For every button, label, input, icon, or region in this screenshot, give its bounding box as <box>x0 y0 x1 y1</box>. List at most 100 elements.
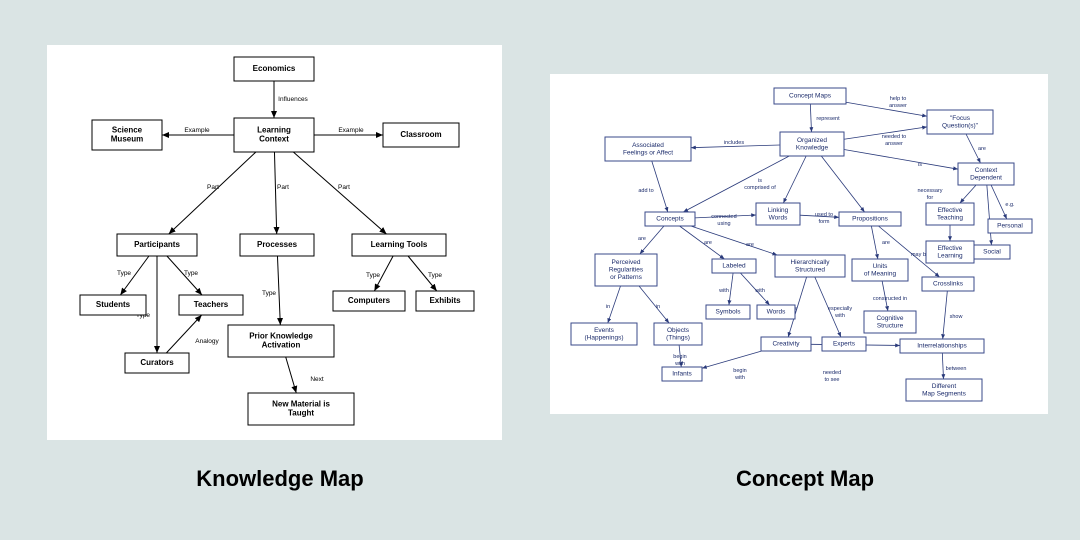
node-learningcontext: LearningContext <box>234 118 314 152</box>
concept-map-caption: Concept Map <box>720 466 890 492</box>
svg-text:Effective: Effective <box>938 245 963 252</box>
node-associatedfeelings: AssociatedFeelings or Affect <box>605 137 691 161</box>
node-computers: Computers <box>333 291 405 311</box>
svg-text:Different: Different <box>932 383 957 390</box>
node-crosslinks: Crosslinks <box>922 277 974 291</box>
svg-text:Participants: Participants <box>134 240 180 249</box>
edge-label: used to <box>815 212 833 218</box>
edge-creativity-infants <box>702 351 762 368</box>
svg-text:Computers: Computers <box>348 296 391 305</box>
edge-conceptmaps-focusquestion <box>846 102 927 116</box>
svg-text:Teachers: Teachers <box>194 300 229 309</box>
edge-processes-priorknowledge <box>277 256 280 325</box>
node-exhibits: Exhibits <box>416 291 474 311</box>
node-effectivelearning: EffectiveLearning <box>926 241 974 263</box>
edge-organizedknowledge-propositions <box>821 156 864 212</box>
edge-contextdependent-personal <box>991 185 1007 219</box>
edge-label: needed <box>823 370 841 376</box>
edge-label: Example <box>338 127 364 134</box>
edge-organizedknowledge-contextdependent <box>844 150 958 170</box>
edge-label: in <box>656 304 660 310</box>
svg-text:Personal: Personal <box>997 223 1023 230</box>
svg-text:Words: Words <box>769 214 788 221</box>
node-contextdependent: ContextDependent <box>958 163 1014 185</box>
node-processes: Processes <box>240 234 314 256</box>
edge-label: answer <box>889 103 907 109</box>
edge-label: with <box>754 288 765 294</box>
edge-label: Part <box>277 184 289 191</box>
edge-label: show <box>950 314 963 320</box>
svg-text:Classroom: Classroom <box>400 130 441 139</box>
node-organizedknowledge: OrganizedKnowledge <box>780 132 844 156</box>
edge-label: with <box>734 375 745 381</box>
node-cognitivestructure: CognitiveStructure <box>864 311 916 333</box>
node-personal: Personal <box>988 219 1032 233</box>
svg-text:(Things): (Things) <box>666 334 690 341</box>
edge-label: in <box>606 304 610 310</box>
svg-text:New Material is: New Material is <box>272 400 330 409</box>
edge-label: answer <box>885 141 903 147</box>
node-creativity: Creativity <box>761 337 811 351</box>
edge-label: needed to <box>882 134 906 140</box>
node-infants: Infants <box>662 367 702 381</box>
knowledge-map-svg: InfluencesExampleExamplePartPartPartType… <box>47 45 502 440</box>
edge-labeled-symbols <box>729 273 733 305</box>
edge-label: constructed in <box>873 296 907 302</box>
svg-text:Museum: Museum <box>111 135 143 144</box>
edge-priorknowledge-newmaterial <box>286 357 297 393</box>
edge-label: with <box>834 313 845 319</box>
svg-text:or Patterns: or Patterns <box>610 274 643 281</box>
edge-interrelationships-differentmapsegments <box>942 353 943 379</box>
svg-text:Learning: Learning <box>257 126 291 135</box>
node-conceptmaps: Concept Maps <box>774 88 846 104</box>
node-focusquestion: "FocusQuestion(s)" <box>927 110 993 134</box>
svg-text:Symbols: Symbols <box>716 309 742 316</box>
svg-text:Question(s)": Question(s)" <box>942 122 979 129</box>
svg-text:Teaching: Teaching <box>937 214 963 221</box>
svg-text:Concepts: Concepts <box>656 216 684 223</box>
edge-label: Type <box>428 272 442 279</box>
edge-organizedknowledge-linkingwords <box>783 156 806 203</box>
svg-text:Linking: Linking <box>768 207 789 214</box>
node-unitsofmeaning: Unitsof Meaning <box>852 259 908 281</box>
edge-contextdependent-effectiveteaching <box>960 185 976 203</box>
edge-label: is <box>918 162 922 168</box>
node-interrelationships: Interrelationships <box>900 339 984 353</box>
svg-text:Labeled: Labeled <box>722 263 746 270</box>
node-priorknowledge: Prior KnowledgeActivation <box>228 325 334 357</box>
edge-label: to see <box>825 377 840 383</box>
svg-text:Words: Words <box>767 309 786 316</box>
edge-concepts-labeled <box>680 226 725 259</box>
svg-text:Knowledge: Knowledge <box>796 144 829 151</box>
node-differentmapsegments: DifferentMap Segments <box>906 379 982 401</box>
node-curators: Curators <box>125 353 189 373</box>
svg-text:Structure: Structure <box>877 322 904 329</box>
node-experts: Experts <box>822 337 866 351</box>
edge-label: includes <box>724 140 744 146</box>
edge-label: using <box>717 221 730 227</box>
svg-text:Dependent: Dependent <box>970 174 1002 181</box>
node-sciencemuseum: ScienceMuseum <box>92 120 162 150</box>
edge-crosslinks-interrelationships <box>943 291 948 339</box>
node-words: Words <box>757 305 795 319</box>
edge-label: Type <box>366 272 380 279</box>
svg-text:Regularities: Regularities <box>609 267 644 274</box>
edge-associatedfeelings-concepts <box>652 161 668 212</box>
edge-learningcontext-participants <box>169 152 256 234</box>
svg-text:Processes: Processes <box>257 240 298 249</box>
node-effectiveteaching: EffectiveTeaching <box>926 203 974 225</box>
edge-label: help to <box>890 96 907 102</box>
svg-text:Activation: Activation <box>262 341 301 350</box>
edge-label: is <box>758 178 762 184</box>
edge-label: for <box>927 195 934 201</box>
edge-label: Part <box>338 184 350 191</box>
svg-text:Organized: Organized <box>797 137 827 144</box>
edge-label: begin <box>673 354 686 360</box>
node-symbols: Symbols <box>706 305 750 319</box>
svg-text:Taught: Taught <box>288 409 314 418</box>
edge-label: Next <box>310 376 324 383</box>
node-students: Students <box>80 295 146 315</box>
node-perceivedregularities: PerceivedRegularitiesor Patterns <box>595 254 657 286</box>
svg-text:of Meaning: of Meaning <box>864 270 897 277</box>
edge-label: Influences <box>278 96 308 103</box>
